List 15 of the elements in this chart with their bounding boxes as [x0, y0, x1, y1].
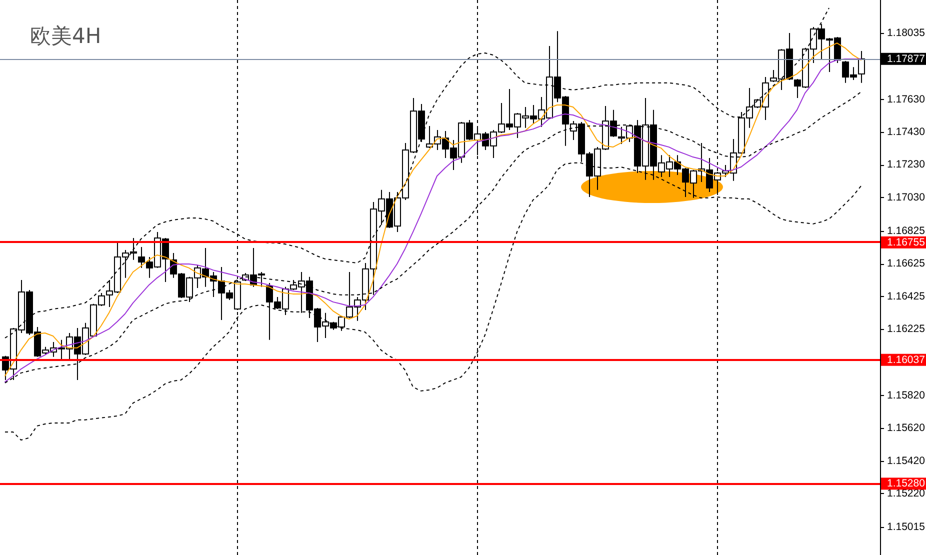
y-tick-label: 1.17030 [887, 191, 926, 204]
y-tick-label: 1.17430 [887, 126, 926, 138]
y-tick-label: 1.15620 [887, 422, 926, 434]
y-tick-label: 1.17230 [887, 158, 926, 171]
y-tick-label: 1.17630 [887, 93, 926, 106]
y-tick-label: 1.15420 [887, 454, 926, 467]
y-tick-label: 1.15820 [887, 389, 926, 402]
y-tick-label: 1.16825 [887, 224, 926, 237]
y-tick-label: 1.15220 [887, 487, 926, 500]
y-tick-label: 1.16225 [887, 323, 926, 336]
y-tick-label: 1.16625 [887, 258, 926, 270]
text: 欧美4H [30, 24, 102, 48]
y-tick-label: 1.16425 [887, 290, 926, 302]
y-tick-label: 1.15015 [887, 521, 926, 534]
y-tick-label: 1.18035 [887, 27, 926, 40]
